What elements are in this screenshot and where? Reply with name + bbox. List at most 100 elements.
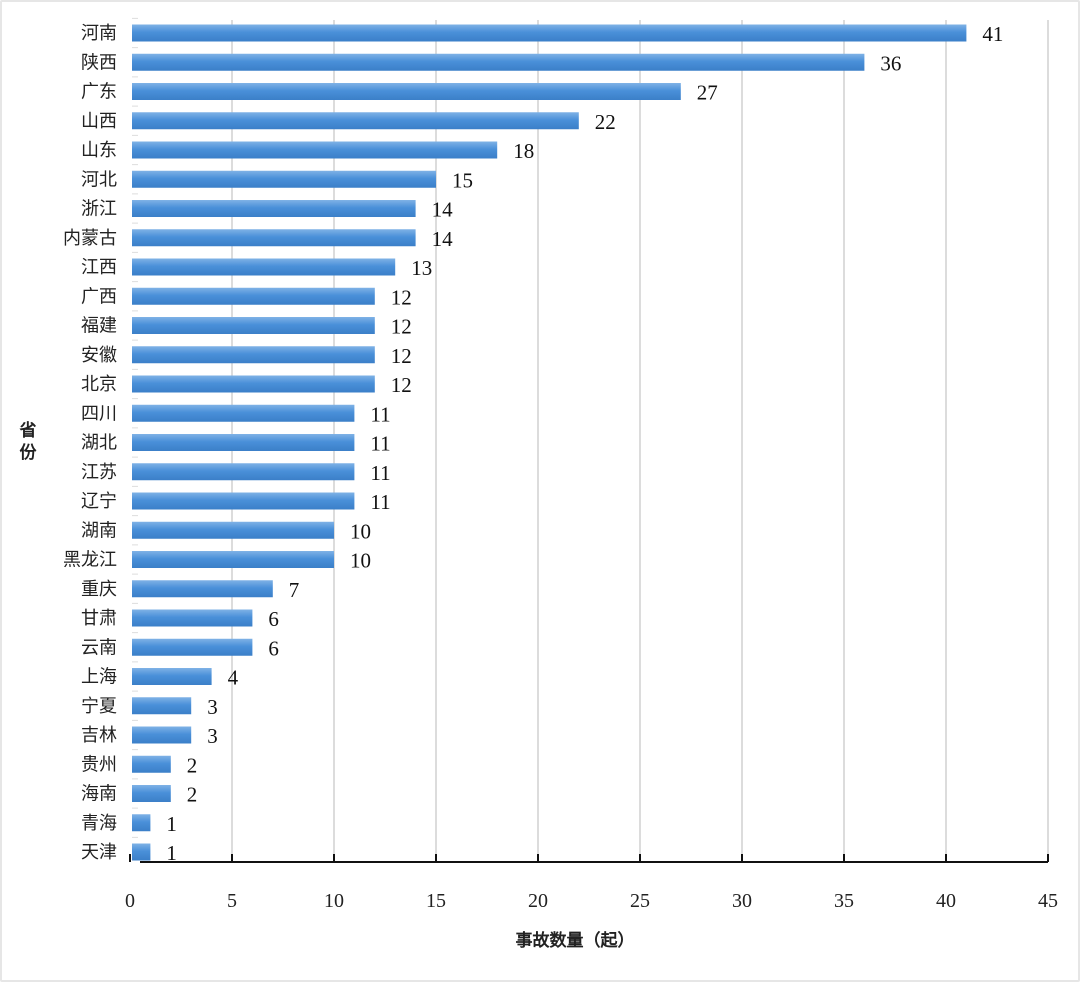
bar (132, 755, 171, 773)
bar (132, 785, 171, 802)
category-label: 山西 (81, 111, 117, 132)
data-label: 18 (513, 139, 534, 163)
bar (132, 83, 681, 100)
bar (132, 434, 355, 451)
data-label: 11 (370, 402, 390, 426)
data-label: 14 (432, 198, 454, 222)
bar (132, 463, 355, 481)
data-label: 10 (350, 519, 371, 543)
data-label: 11 (370, 432, 390, 456)
data-label: 12 (391, 373, 412, 397)
bar (132, 112, 579, 130)
data-label: 2 (187, 783, 198, 807)
bar (132, 843, 151, 861)
category-label: 陕西 (81, 52, 117, 73)
category-label: 广西 (81, 286, 117, 307)
category-label: 江苏 (81, 462, 117, 483)
data-label: 14 (432, 227, 454, 251)
data-label: 1 (166, 812, 177, 836)
category-label: 山东 (81, 140, 117, 161)
bar (132, 346, 375, 364)
data-label: 3 (207, 695, 218, 719)
svg-text:省份: 省份 (19, 420, 38, 463)
data-label: 10 (350, 549, 371, 573)
category-label: 上海 (81, 667, 117, 688)
x-tick-label: 45 (1038, 890, 1058, 912)
category-label: 天津 (81, 842, 117, 863)
category-label: 甘肃 (81, 608, 117, 629)
bar (132, 580, 273, 598)
bar (132, 638, 253, 656)
bar (132, 375, 375, 393)
bar (132, 726, 192, 744)
category-label: 贵州 (81, 754, 117, 775)
category-label: 辽宁 (81, 491, 117, 512)
x-tick-label: 20 (528, 890, 548, 912)
x-tick-label: 15 (426, 890, 446, 912)
bar (132, 317, 375, 334)
bar (132, 229, 416, 247)
category-label: 海南 (81, 784, 117, 805)
x-tick-label: 35 (834, 890, 854, 912)
data-label: 6 (268, 636, 279, 660)
x-tick-label: 0 (125, 890, 135, 912)
data-label: 12 (391, 344, 412, 368)
bar (132, 24, 967, 42)
bar (132, 200, 416, 217)
data-label: 36 (880, 51, 901, 75)
category-label: 广东 (81, 82, 117, 103)
bar (132, 551, 334, 568)
bar (132, 697, 192, 715)
category-label: 重庆 (81, 579, 117, 600)
data-label: 4 (228, 666, 239, 690)
data-label: 15 (452, 168, 473, 192)
bar (132, 170, 436, 188)
data-label: 2 (187, 753, 198, 777)
category-label: 浙江 (81, 199, 117, 220)
data-label: 11 (370, 490, 390, 514)
bar (132, 521, 334, 539)
data-label: 22 (595, 110, 616, 134)
bar (132, 287, 375, 305)
x-axis-title: 事故数量（起） (516, 930, 635, 951)
bar (132, 53, 865, 71)
x-tick-label: 25 (630, 890, 650, 912)
x-tick-label: 30 (732, 890, 752, 912)
bar (132, 141, 498, 159)
data-label: 12 (391, 285, 412, 309)
data-label: 6 (268, 607, 279, 631)
data-label: 3 (207, 724, 218, 748)
category-label: 安徽 (81, 345, 117, 366)
category-label: 江西 (81, 257, 117, 278)
category-label: 湖南 (81, 520, 117, 541)
category-label: 内蒙古 (63, 228, 117, 249)
category-label: 宁夏 (81, 696, 117, 717)
category-label: 湖北 (81, 433, 117, 454)
category-label: 吉林 (81, 725, 117, 746)
data-label: 1 (166, 841, 177, 865)
x-tick-label: 10 (324, 890, 344, 912)
data-label: 7 (289, 578, 300, 602)
category-label: 北京 (81, 374, 117, 395)
data-label: 27 (697, 81, 718, 105)
bar (132, 814, 151, 832)
x-tick-label: 5 (227, 890, 237, 912)
category-label: 青海 (81, 813, 117, 834)
data-label: 11 (370, 461, 390, 485)
category-label: 河南 (81, 23, 117, 44)
x-tick-label: 40 (936, 890, 956, 912)
category-label: 黑龙江 (63, 550, 117, 571)
bar (132, 404, 355, 422)
category-label: 河北 (81, 169, 117, 190)
data-label: 13 (411, 256, 432, 280)
category-label: 四川 (81, 403, 117, 424)
bar (132, 668, 212, 685)
data-label: 41 (982, 22, 1003, 46)
bar (132, 258, 396, 276)
category-label: 云南 (81, 637, 117, 658)
bar (132, 609, 253, 627)
category-label: 福建 (81, 316, 117, 337)
bar (132, 492, 355, 510)
